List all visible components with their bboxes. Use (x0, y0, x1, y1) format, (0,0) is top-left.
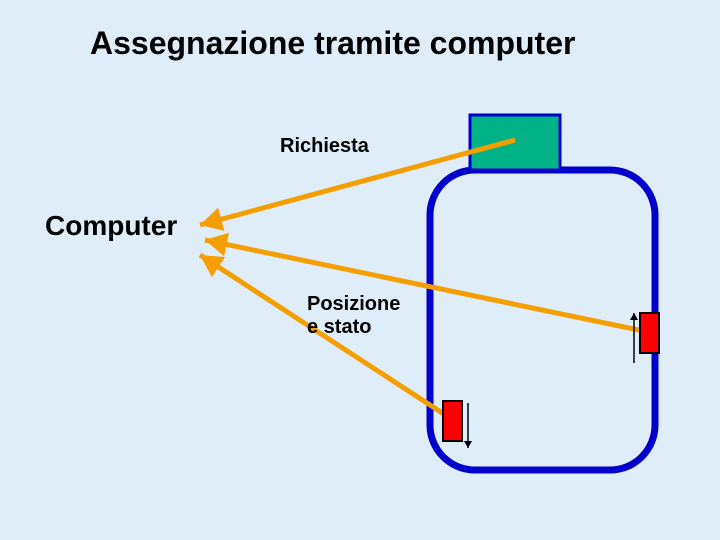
label-richiesta: Richiesta (280, 135, 369, 158)
track-loop (430, 170, 655, 470)
title-text: Assegnazione tramite computer (90, 25, 575, 62)
train-marker (443, 401, 462, 441)
train-marker (640, 313, 659, 353)
diagram-stage: Assegnazione tramite computer Computer R… (0, 0, 720, 540)
label-posizione: Posizione e stato (307, 293, 400, 339)
label-computer: Computer (45, 210, 177, 242)
diagram-svg (0, 0, 720, 540)
